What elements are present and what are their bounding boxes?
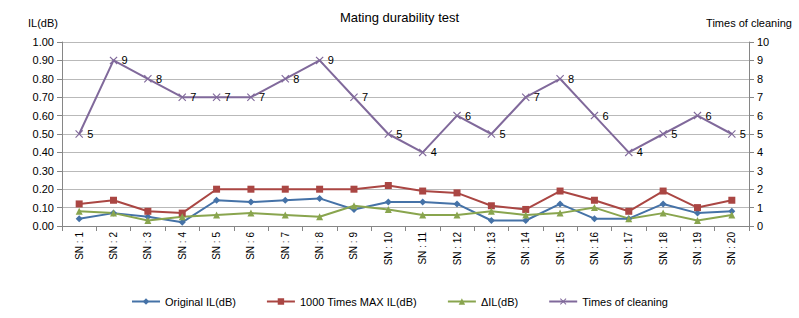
svg-text:SN : 20: SN : 20 [726, 232, 737, 266]
svg-text:SN : 7: SN : 7 [280, 232, 291, 260]
svg-text:1000 Times MAX IL(dB): 1000 Times MAX IL(dB) [300, 296, 417, 308]
svg-text:5: 5 [671, 128, 677, 140]
svg-text:5: 5 [757, 128, 763, 140]
svg-text:SN : 2: SN : 2 [108, 232, 119, 260]
svg-text:SN : 14: SN : 14 [520, 232, 531, 266]
svg-text:SN : 8: SN : 8 [314, 232, 325, 260]
svg-text:0: 0 [757, 220, 763, 232]
svg-text:9: 9 [122, 54, 128, 66]
svg-text:5: 5 [499, 128, 505, 140]
svg-text:2: 2 [757, 183, 763, 195]
svg-text:7: 7 [362, 91, 368, 103]
svg-text:SN : 10: SN : 10 [383, 232, 394, 266]
svg-text:Original IL(dB): Original IL(dB) [165, 296, 236, 308]
svg-text:8: 8 [568, 73, 574, 85]
svg-text:SN : 1: SN : 1 [74, 232, 85, 260]
svg-text:9: 9 [757, 54, 763, 66]
svg-text:Mating durability test: Mating durability test [340, 10, 460, 25]
svg-text:7: 7 [190, 91, 196, 103]
svg-text:SN : 6: SN : 6 [245, 232, 256, 260]
svg-text:9: 9 [328, 54, 334, 66]
svg-text:8: 8 [757, 73, 763, 85]
svg-text:1.00: 1.00 [33, 36, 54, 48]
svg-text:SN : 11: SN : 11 [417, 232, 428, 265]
svg-text:5: 5 [396, 128, 402, 140]
svg-text:6: 6 [705, 110, 711, 122]
svg-text:6: 6 [465, 110, 471, 122]
svg-text:0.00: 0.00 [33, 220, 54, 232]
svg-text:0.70: 0.70 [33, 91, 54, 103]
svg-text:SN : 15: SN : 15 [555, 232, 566, 266]
svg-text:6: 6 [602, 110, 608, 122]
svg-text:SN : 17: SN : 17 [623, 232, 634, 266]
svg-text:7: 7 [534, 91, 540, 103]
svg-text:7: 7 [225, 91, 231, 103]
svg-text:4: 4 [431, 146, 437, 158]
svg-text:8: 8 [156, 73, 162, 85]
svg-text:5: 5 [87, 128, 93, 140]
svg-text:Times of cleaning: Times of cleaning [582, 296, 668, 308]
svg-text:8: 8 [293, 73, 299, 85]
svg-text:7: 7 [757, 91, 763, 103]
svg-text:SN : 16: SN : 16 [589, 232, 600, 266]
svg-text:SN : 5: SN : 5 [211, 232, 222, 260]
svg-text:1: 1 [757, 202, 763, 214]
svg-text:ΔIL(dB): ΔIL(dB) [481, 296, 518, 308]
svg-text:0.40: 0.40 [33, 146, 54, 158]
svg-text:SN : 3: SN : 3 [142, 232, 153, 260]
svg-text:3: 3 [757, 165, 763, 177]
svg-text:SN : 19: SN : 19 [692, 232, 703, 266]
svg-text:10: 10 [757, 36, 769, 48]
svg-text:7: 7 [259, 91, 265, 103]
svg-text:4: 4 [637, 146, 643, 158]
svg-text:0.30: 0.30 [33, 165, 54, 177]
svg-text:0.60: 0.60 [33, 110, 54, 122]
svg-text:SN : 9: SN : 9 [348, 232, 359, 260]
svg-text:0.20: 0.20 [33, 183, 54, 195]
svg-text:0.80: 0.80 [33, 73, 54, 85]
svg-text:SN : 18: SN : 18 [658, 232, 669, 266]
svg-text:SN : 12: SN : 12 [452, 232, 463, 266]
svg-text:0.10: 0.10 [33, 202, 54, 214]
svg-text:0.50: 0.50 [33, 128, 54, 140]
svg-text:Times of cleaning: Times of cleaning [706, 17, 792, 29]
svg-text:5: 5 [740, 128, 746, 140]
svg-text:SN : 13: SN : 13 [486, 232, 497, 266]
svg-text:4: 4 [757, 146, 763, 158]
svg-text:0.90: 0.90 [33, 54, 54, 66]
svg-text:SN : 4: SN : 4 [177, 232, 188, 260]
svg-text:6: 6 [757, 110, 763, 122]
svg-text:IL(dB): IL(dB) [28, 17, 58, 29]
